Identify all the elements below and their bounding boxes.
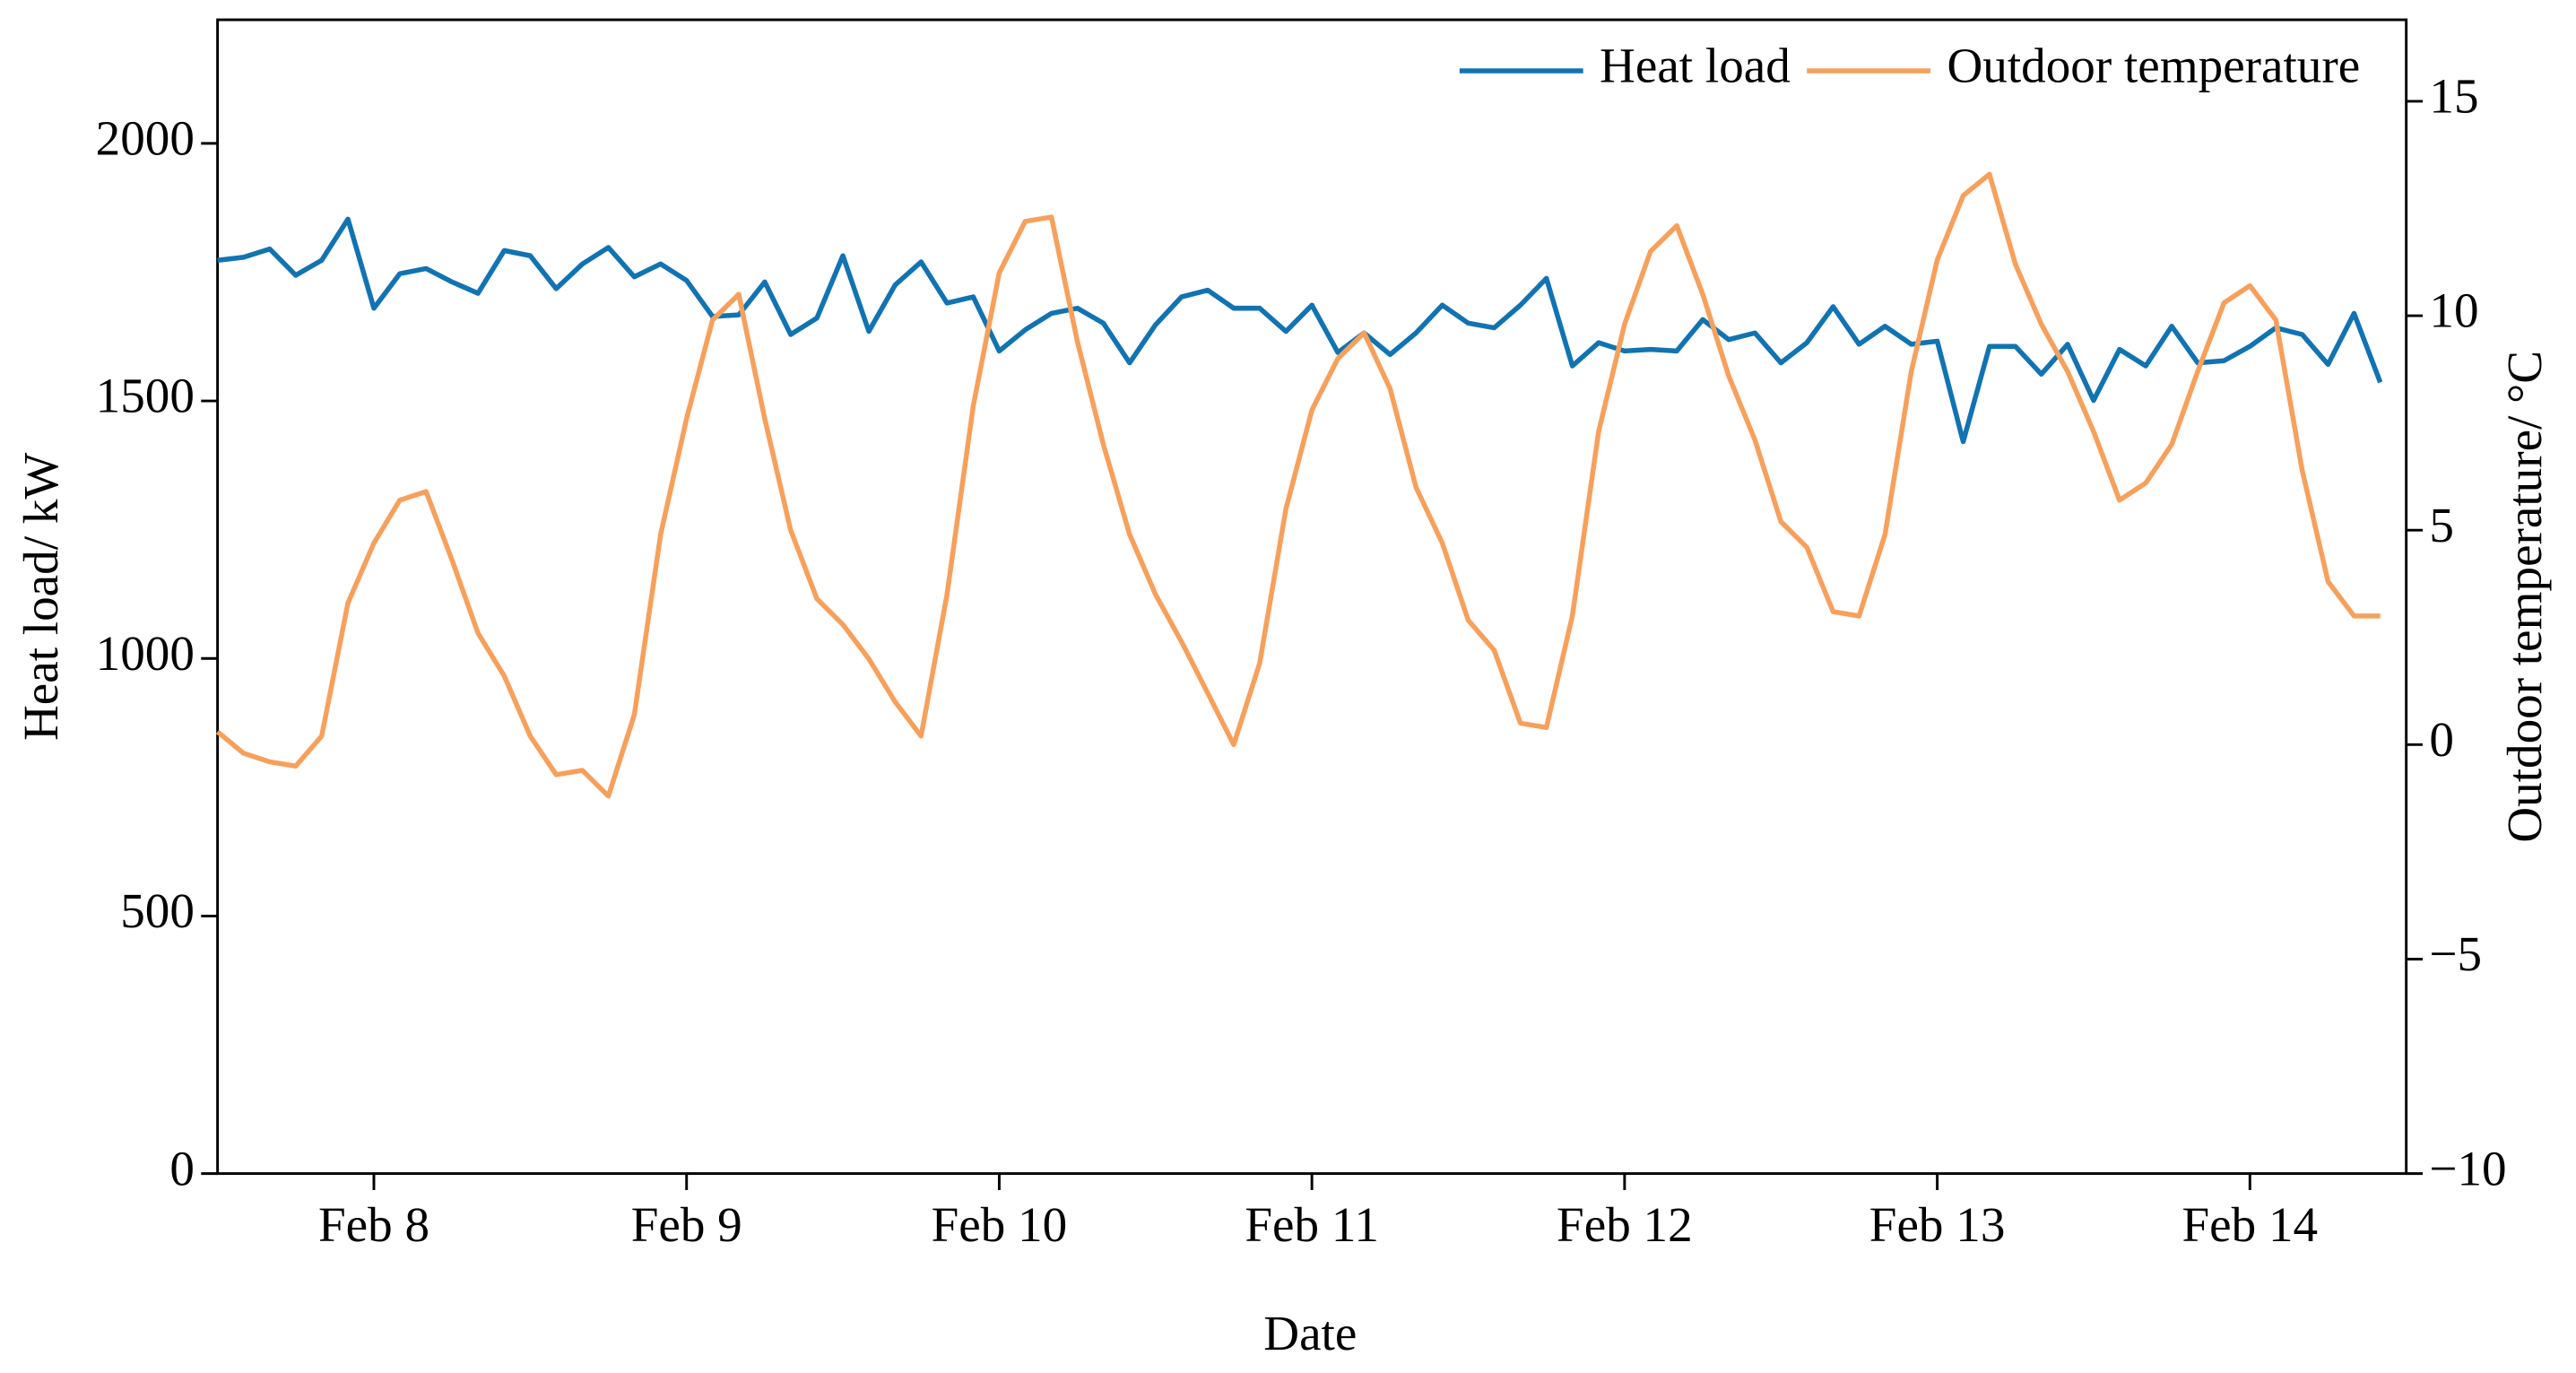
y-tick-label: 0 xyxy=(169,1141,195,1195)
y-axis-title: Heat load/ kW xyxy=(13,453,68,741)
y2-tick-label: 0 xyxy=(2429,712,2454,767)
y-tick-label: 1500 xyxy=(96,369,195,423)
y-tick-label: 500 xyxy=(120,883,195,938)
x-tick-label: Feb 8 xyxy=(318,1197,429,1252)
x-tick-label: Feb 13 xyxy=(1869,1197,2006,1252)
y2-tick-label: 15 xyxy=(2429,69,2478,124)
x-axis-title: Date xyxy=(1263,1306,1357,1360)
legend-label: Heat load xyxy=(1600,39,1791,93)
x-tick-label: Feb 10 xyxy=(932,1197,1068,1252)
y2-tick-label: −10 xyxy=(2429,1141,2506,1195)
x-tick-label: Feb 14 xyxy=(2182,1197,2319,1252)
y2-tick-label: −5 xyxy=(2429,926,2482,981)
plot-frame xyxy=(216,18,2408,1176)
x-tick-label: Feb 11 xyxy=(1245,1197,1379,1252)
x-tick-label: Feb 9 xyxy=(631,1197,742,1252)
data-line xyxy=(215,171,2381,799)
y-tick-label: 2000 xyxy=(96,111,195,166)
y2-tick-label: 10 xyxy=(2429,283,2478,338)
y-tick-label: 1000 xyxy=(96,626,195,681)
legend-label: Outdoor temperature xyxy=(1947,39,2360,93)
y2-tick-label: 5 xyxy=(2429,498,2454,552)
data-line xyxy=(217,216,2383,445)
y2-axis-title: Outdoor temperature/ °C xyxy=(2497,351,2552,843)
x-tick-label: Feb 12 xyxy=(1557,1197,1693,1252)
